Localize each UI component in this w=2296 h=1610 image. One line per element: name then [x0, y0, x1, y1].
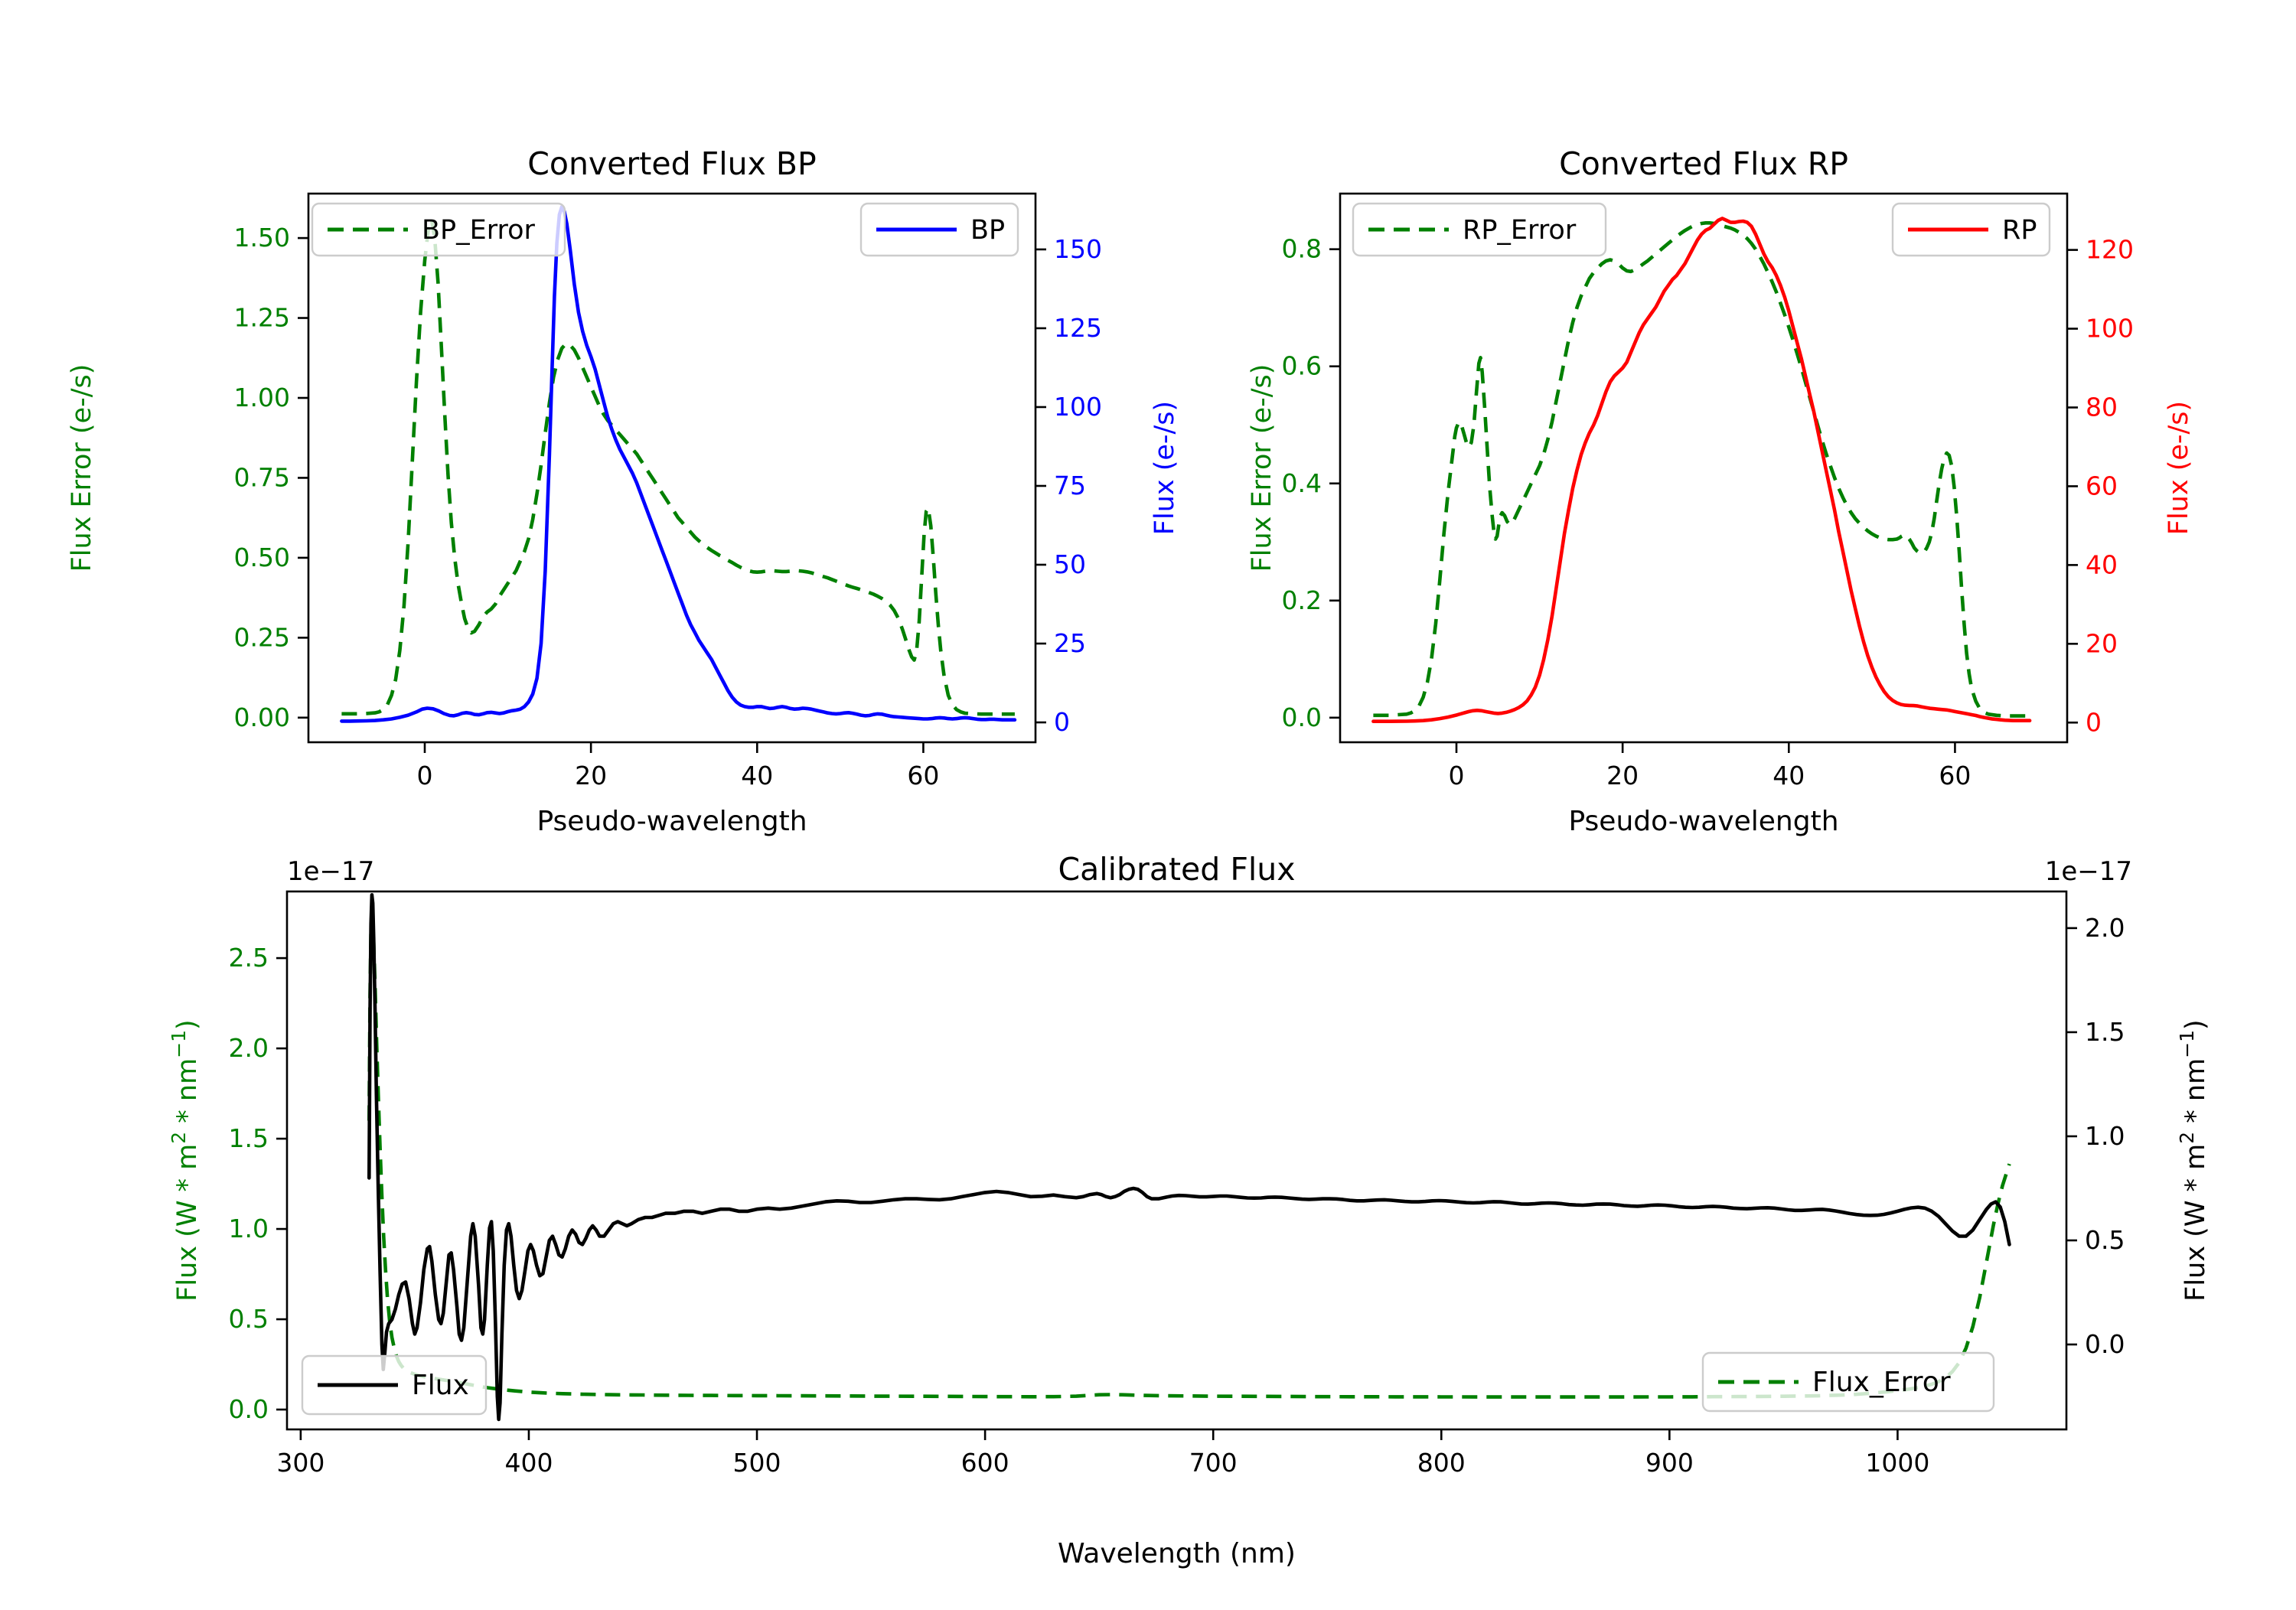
legend-BP: BP	[859, 202, 1019, 257]
axes-frame	[307, 192, 1037, 744]
right-tick-label: 125	[1054, 313, 1102, 343]
legend-label: BP	[970, 215, 1005, 246]
left-tick-label: 0.50	[234, 543, 290, 572]
left-tick-label: 1.00	[234, 383, 290, 412]
legend-Flux_Error: Flux_Error	[1701, 1351, 1995, 1413]
x-tick-label: 60	[1939, 761, 1971, 790]
left-tick-label: 0.8	[1282, 234, 1322, 264]
x-tick-label: 600	[961, 1448, 1009, 1478]
x-tick-label: 300	[276, 1448, 325, 1478]
subplot-calibrated-flux: 300 400 500 600 700 800 900 1000 0.0 0.5 1.0 1.5 2.0…	[168, 851, 2211, 1569]
series-RP-curve	[1371, 217, 2032, 723]
x-tick-label: 500	[733, 1448, 781, 1478]
right-y-axis-label: Flux (e-/s)	[1150, 401, 1180, 535]
right-tick-label: 80	[2086, 392, 2118, 422]
left-tick-label: 0.25	[234, 622, 290, 652]
legend-box	[1352, 202, 1607, 257]
left-y-axis-label: Flux Error (e-/s)	[1247, 364, 1277, 572]
x-tick-label: 40	[741, 761, 773, 790]
legend-label: RP	[2002, 215, 2037, 246]
subplot-converted-flux-bp: 0 20 40 60 0.00 0.25 0.50 0.75 1.00 1.25 1.50 0 25 50…	[67, 145, 1180, 837]
series-BP-curve	[340, 205, 1017, 723]
right-tick-label: 25	[1054, 628, 1086, 658]
legend-label: Flux	[412, 1370, 469, 1401]
left-tick-label: 2.5	[229, 943, 269, 973]
legend-label: BP_Error	[422, 215, 536, 246]
left-tick-label: 0.5	[229, 1304, 269, 1334]
left-y-axis-label: Flux Error (e-/s)	[67, 364, 97, 572]
legend-RP: RP	[1891, 202, 2051, 257]
x-axis-label: Pseudo-wavelength	[536, 806, 807, 837]
left-tick-label: 0.2	[1282, 585, 1322, 615]
right-tick-label: 100	[1054, 392, 1102, 422]
right-tick-label: 40	[2086, 549, 2118, 579]
left-tick-label: 0.00	[234, 702, 290, 732]
chart-title: Converted Flux RP	[1559, 145, 1848, 182]
right-tick-label: 20	[2086, 628, 2118, 658]
legend-RP_Error: RP_Error	[1352, 202, 1607, 257]
left-tick-label: 0.0	[229, 1394, 269, 1424]
right-tick-label: 1.0	[2085, 1121, 2125, 1151]
right-tick-label: 1.5	[2085, 1017, 2125, 1047]
left-tick-label: 1.25	[234, 303, 290, 333]
right-tick-label: 150	[1054, 234, 1102, 264]
legend-label: RP_Error	[1463, 215, 1577, 246]
chart-title: Calibrated Flux	[1058, 851, 1295, 888]
x-tick-label: 20	[1606, 761, 1639, 790]
x-tick-label: 1000	[1865, 1448, 1929, 1478]
x-tick-label: 0	[1449, 761, 1465, 790]
left-tick-label: 0.75	[234, 462, 290, 492]
left-tick-label: 0.4	[1282, 468, 1322, 498]
right-tick-label: 2.0	[2085, 913, 2125, 943]
right-tick-label: 0.5	[2085, 1225, 2125, 1255]
left-tick-label: 1.5	[229, 1123, 269, 1153]
x-axis-label: Pseudo-wavelength	[1568, 806, 1838, 837]
left-tick-label: 2.0	[229, 1033, 269, 1063]
x-axis-label: Wavelength (nm)	[1058, 1538, 1296, 1569]
x-tick-label: 400	[504, 1448, 553, 1478]
right-tick-label: 120	[2086, 235, 2134, 265]
right-y-axis-label: Flux (e-/s)	[2164, 401, 2194, 535]
series-BP_Error-curve	[341, 217, 1015, 716]
legend-Flux: Flux	[301, 1354, 488, 1416]
x-tick-label: 0	[417, 761, 433, 790]
x-tick-label: 700	[1189, 1448, 1238, 1478]
x-tick-label: 800	[1417, 1448, 1466, 1478]
right-tick-label: 50	[1054, 549, 1086, 579]
left-y-axis-label: Flux (W * m2 * nm−1)	[168, 1019, 203, 1301]
series-RP_Error-curve	[1373, 221, 2030, 718]
right-tick-label: 0.0	[2085, 1329, 2125, 1359]
chart-title: Converted Flux BP	[527, 145, 817, 182]
legend-BP_Error: BP_Error	[311, 202, 566, 257]
left-tick-label: 0.0	[1282, 702, 1322, 732]
series-Flux-curve	[367, 893, 2011, 1422]
axes-frame	[285, 890, 2068, 1431]
legend-box	[311, 202, 566, 257]
left-tick-label: 1.50	[234, 223, 290, 253]
axis-offset-text: 1e−17	[287, 856, 374, 887]
x-tick-label: 40	[1773, 761, 1805, 790]
x-tick-label: 900	[1645, 1448, 1694, 1478]
legend-box	[1701, 1351, 1995, 1413]
legend-label: Flux_Error	[1812, 1367, 1951, 1398]
right-tick-label: 75	[1054, 471, 1086, 500]
axes-frame	[1339, 192, 2069, 744]
left-tick-label: 0.6	[1282, 351, 1322, 381]
axis-offset-text: 1e−17	[2045, 856, 2132, 887]
right-tick-label: 100	[2086, 314, 2134, 344]
right-tick-label: 0	[2086, 707, 2102, 737]
right-tick-label: 0	[1054, 707, 1070, 737]
left-tick-label: 1.0	[229, 1214, 269, 1243]
right-y-axis-label: Flux (W * m2 * nm−1)	[2176, 1019, 2211, 1301]
subplot-converted-flux-rp: 0 20 40 60 0.0 0.2 0.4 0.6 0.8 0 20 40 60 80 100 120 Con…	[1247, 145, 2194, 837]
x-tick-label: 60	[907, 761, 939, 790]
right-tick-label: 60	[2086, 471, 2118, 500]
x-tick-label: 20	[575, 761, 607, 790]
